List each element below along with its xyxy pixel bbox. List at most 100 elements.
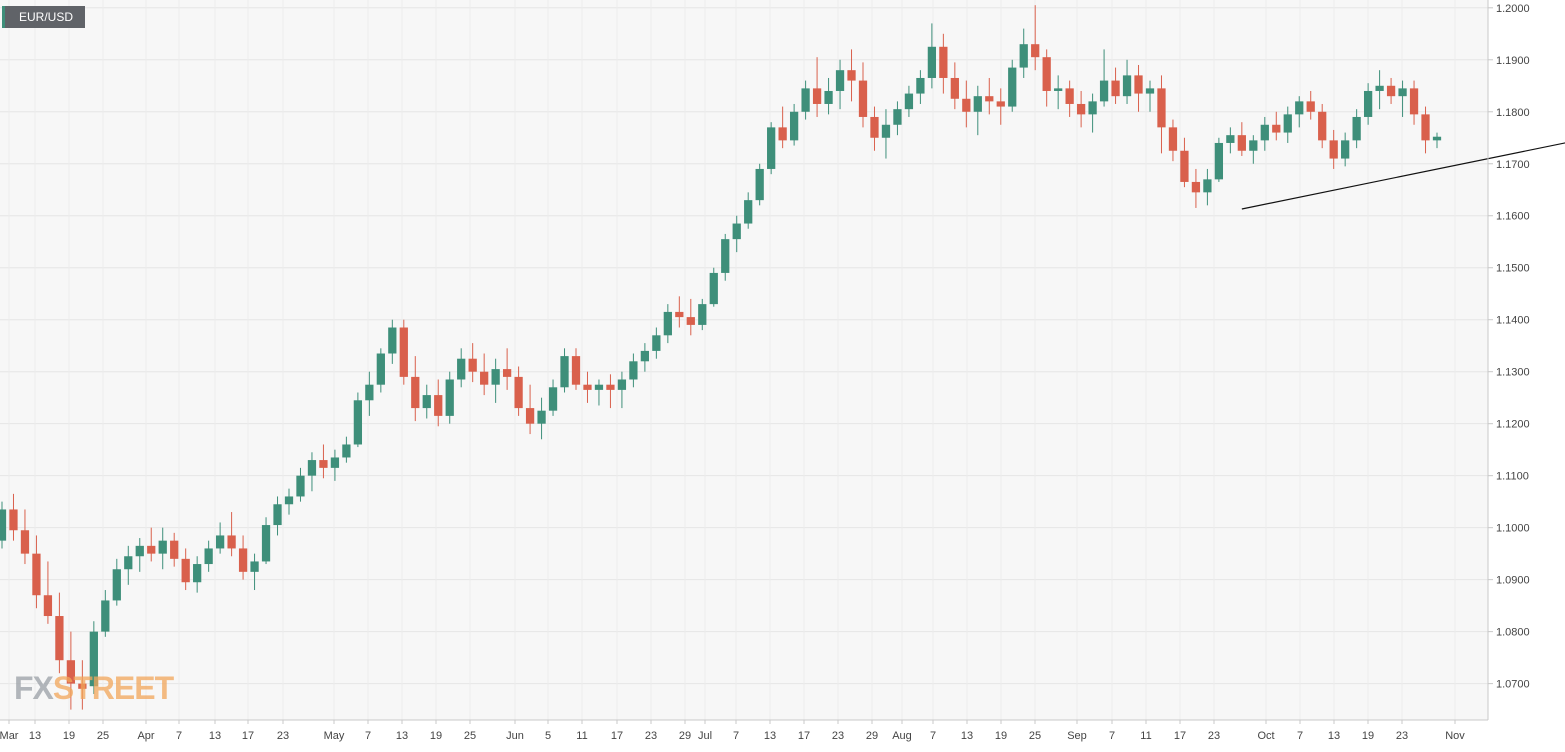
candle-body <box>1341 140 1350 159</box>
candle <box>812 57 822 117</box>
candle <box>284 488 294 515</box>
candle <box>434 379 443 427</box>
y-tick-label: 1.2000 <box>1496 3 1530 15</box>
candle-body <box>480 371 489 385</box>
candle-body <box>1099 80 1109 102</box>
candle-body <box>1226 135 1235 143</box>
candle <box>1226 127 1235 154</box>
candle-body <box>1432 136 1442 141</box>
candle-body <box>238 548 248 572</box>
candle <box>1168 119 1178 162</box>
y-tick-label: 1.1200 <box>1496 419 1530 431</box>
candle <box>20 509 30 565</box>
y-tick-label: 1.0900 <box>1496 575 1530 587</box>
candle <box>1329 129 1338 169</box>
x-tick-label: 19 <box>995 730 1007 742</box>
candle <box>824 77 833 115</box>
x-tick-label: 7 <box>930 730 936 742</box>
candle <box>858 62 868 128</box>
candle-body <box>376 353 385 385</box>
y-tick-label: 1.1900 <box>1496 55 1530 67</box>
candle-body <box>617 379 627 390</box>
candle-body <box>1031 44 1040 58</box>
candle <box>1363 83 1373 125</box>
candle-body <box>502 369 512 377</box>
candle <box>502 348 512 390</box>
candle <box>893 101 902 136</box>
candle <box>0 501 7 549</box>
candle-body <box>1375 85 1384 91</box>
candles <box>0 5 1442 710</box>
candle <box>1099 49 1109 107</box>
candle <box>480 353 489 396</box>
candle-body <box>1329 140 1338 159</box>
candle <box>422 384 431 419</box>
candle <box>170 532 179 567</box>
candle <box>342 436 351 463</box>
candle-body <box>1398 88 1407 97</box>
candle <box>78 660 87 710</box>
candle <box>135 538 144 572</box>
candle-body <box>319 460 328 468</box>
candle <box>147 527 156 562</box>
x-tick-label: 13 <box>29 730 41 742</box>
candle-body <box>1065 88 1074 104</box>
x-tick-label: 17 <box>242 730 254 742</box>
x-tick-label: 23 <box>1396 730 1408 742</box>
candle <box>721 233 730 281</box>
candle <box>457 348 466 388</box>
candle <box>698 298 707 331</box>
candle <box>571 348 581 390</box>
candle <box>296 467 305 502</box>
candle <box>112 558 121 606</box>
candle-body <box>250 561 259 572</box>
candle-body <box>525 408 535 424</box>
candle <box>32 535 41 609</box>
candle-body <box>307 460 317 476</box>
candle <box>755 163 764 206</box>
candle <box>1042 49 1051 107</box>
candle-body <box>1054 88 1063 91</box>
candle-body <box>870 116 879 138</box>
candle-body <box>893 109 902 125</box>
candle-body <box>273 504 282 526</box>
candle-body <box>996 101 1005 107</box>
candle <box>1295 96 1304 128</box>
candle-body <box>835 70 845 91</box>
candle-body <box>1042 57 1051 91</box>
candle-body <box>1283 114 1292 133</box>
candle <box>663 304 672 344</box>
candle-body <box>1237 135 1246 151</box>
x-tick-label: 25 <box>464 730 476 742</box>
candle-body <box>686 317 695 325</box>
candle <box>939 33 948 94</box>
candle <box>1008 59 1017 112</box>
x-tick-label: 7 <box>176 730 182 742</box>
candle <box>583 371 592 403</box>
candle-body <box>1145 88 1155 94</box>
candle <box>9 493 18 541</box>
candle <box>365 371 374 416</box>
y-tick-label: 1.1800 <box>1496 107 1530 119</box>
x-tick-label: Nov <box>1445 730 1465 742</box>
x-tick-label: 25 <box>97 730 109 742</box>
candle-body <box>457 358 466 380</box>
candle-body <box>640 350 650 362</box>
candle-body <box>1421 114 1430 141</box>
candle-body <box>514 376 523 409</box>
candle <box>1134 64 1143 112</box>
y-tick-label: 1.1700 <box>1496 159 1530 171</box>
x-tick-label: 23 <box>1208 730 1220 742</box>
candle <box>962 80 971 128</box>
candle <box>594 379 604 406</box>
candle <box>525 384 535 435</box>
candle-body <box>560 356 569 388</box>
candle <box>1054 75 1063 110</box>
candle-body <box>973 96 982 112</box>
candle-body <box>101 600 110 632</box>
candle-body <box>78 683 87 689</box>
candle <box>1283 106 1292 143</box>
candle <box>985 77 994 115</box>
candle-body <box>43 595 53 617</box>
candle <box>399 319 408 385</box>
